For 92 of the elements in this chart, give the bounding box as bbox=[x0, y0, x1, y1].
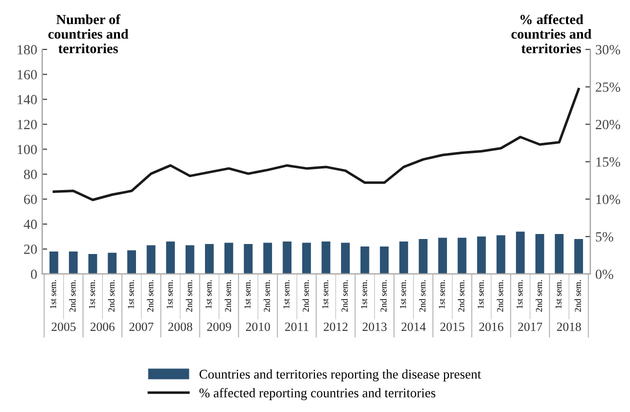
x-tick-label: 2nd sem. bbox=[574, 280, 581, 312]
bar bbox=[263, 242, 272, 274]
bar bbox=[458, 238, 466, 274]
y-tick-label: 20 bbox=[24, 244, 37, 254]
bar bbox=[380, 246, 389, 274]
legend-label: Countries and territories reporting the disease present bbox=[200, 369, 482, 382]
text: 2018 bbox=[556, 322, 581, 331]
x-tick-label: 1st sem. bbox=[244, 280, 251, 308]
x-tick-label: 1st sem. bbox=[555, 280, 562, 308]
x-tick-label: 2nd sem. bbox=[264, 280, 270, 312]
y2-axis-title: % affected countries and territories bbox=[511, 14, 592, 54]
x-tick-label: 1st sem. bbox=[166, 280, 173, 308]
y2-tick-label: 25% bbox=[596, 82, 620, 92]
text: 2007 bbox=[129, 322, 154, 331]
bar bbox=[554, 234, 564, 274]
y-tick-label: 180 bbox=[18, 45, 37, 54]
bar bbox=[322, 242, 330, 274]
bar bbox=[244, 244, 253, 274]
x-tick-label: 2nd sem. bbox=[302, 280, 309, 312]
y2-tick-label: 20% bbox=[596, 120, 620, 130]
bar bbox=[341, 242, 350, 274]
y2-tick-label: 0% bbox=[596, 270, 614, 279]
bar bbox=[360, 246, 370, 274]
y2-tick-label: 15% bbox=[596, 157, 620, 167]
text: 2011 bbox=[285, 322, 308, 331]
text: 2017 bbox=[518, 322, 542, 331]
bar bbox=[302, 242, 311, 274]
bar bbox=[399, 242, 408, 274]
bar bbox=[166, 242, 175, 274]
text: 2005 bbox=[52, 322, 76, 331]
bar bbox=[127, 250, 136, 274]
text: 2014 bbox=[401, 322, 426, 331]
y-tick-label: 40 bbox=[24, 220, 37, 230]
y-tick-label: 160 bbox=[18, 70, 37, 80]
text: 2013 bbox=[362, 322, 387, 331]
bar bbox=[146, 245, 156, 274]
bar bbox=[438, 238, 447, 274]
x-tick-label: 2nd sem. bbox=[419, 280, 426, 312]
y2-tick-label: 10% bbox=[596, 194, 620, 204]
x-tick-label: 1st sem. bbox=[88, 280, 96, 308]
bar bbox=[68, 252, 78, 274]
y-tick-label: 120 bbox=[18, 120, 37, 130]
y-tick-label: 0 bbox=[30, 270, 37, 279]
bar bbox=[50, 252, 58, 274]
legend-label: % affected reporting countries and territories bbox=[199, 388, 436, 400]
x-tick-label: 2nd sem. bbox=[186, 280, 192, 312]
bar bbox=[477, 236, 486, 274]
bar bbox=[204, 244, 214, 274]
bar bbox=[418, 239, 428, 274]
text: 2010 bbox=[246, 322, 270, 331]
bar bbox=[224, 242, 234, 274]
x-tick-label: 2nd sem. bbox=[224, 280, 232, 312]
line-series bbox=[52, 88, 580, 202]
x-tick-label: 2nd sem. bbox=[341, 280, 348, 312]
y-tick-label: 100 bbox=[18, 144, 37, 154]
bar bbox=[282, 242, 292, 274]
bar bbox=[496, 235, 506, 274]
y-axis-title: Number of countries and territories bbox=[48, 14, 128, 54]
x-tick-label: 1st sem. bbox=[283, 280, 290, 308]
text: 2008 bbox=[168, 322, 192, 331]
x-tick-label: 2nd sem. bbox=[380, 280, 387, 312]
x-tick-label: 2nd sem. bbox=[496, 280, 504, 312]
x-tick-label: 1st sem. bbox=[400, 280, 406, 308]
x-tick-label: 1st sem. bbox=[322, 280, 328, 308]
x-tick-label: 2nd sem. bbox=[536, 280, 542, 312]
bar bbox=[574, 239, 584, 274]
bar bbox=[88, 254, 98, 274]
x-tick-label: 1st sem. bbox=[516, 280, 523, 308]
y2-tick-label: 5% bbox=[596, 232, 614, 242]
x-tick-label: 2nd sem. bbox=[458, 280, 464, 312]
x-tick-label: 1st sem. bbox=[438, 280, 445, 308]
text: 2012 bbox=[324, 322, 348, 331]
x-tick-label: 2nd sem. bbox=[69, 280, 76, 312]
bar bbox=[535, 234, 544, 274]
y-tick-label: 80 bbox=[24, 170, 37, 180]
y2-tick-label: 30% bbox=[596, 45, 620, 54]
bar bbox=[108, 252, 117, 274]
y-tick-label: 60 bbox=[24, 194, 37, 204]
x-tick-label: 1st sem. bbox=[361, 280, 368, 308]
x-tick-label: 2nd sem. bbox=[108, 280, 114, 312]
bar bbox=[516, 232, 525, 274]
x-tick-label: 1st sem. bbox=[478, 280, 484, 308]
x-tick-label: 1st sem. bbox=[206, 280, 212, 308]
y-tick-label: 140 bbox=[18, 94, 37, 104]
x-tick-label: 1st sem. bbox=[128, 280, 134, 308]
text: 2015 bbox=[440, 322, 464, 331]
x-tick-label: 2nd sem. bbox=[146, 280, 154, 312]
text: 2009 bbox=[207, 322, 232, 331]
text: 2006 bbox=[90, 322, 115, 331]
bar bbox=[186, 245, 194, 274]
text: 2016 bbox=[479, 322, 504, 331]
x-tick-label: 1st sem. bbox=[50, 280, 56, 308]
